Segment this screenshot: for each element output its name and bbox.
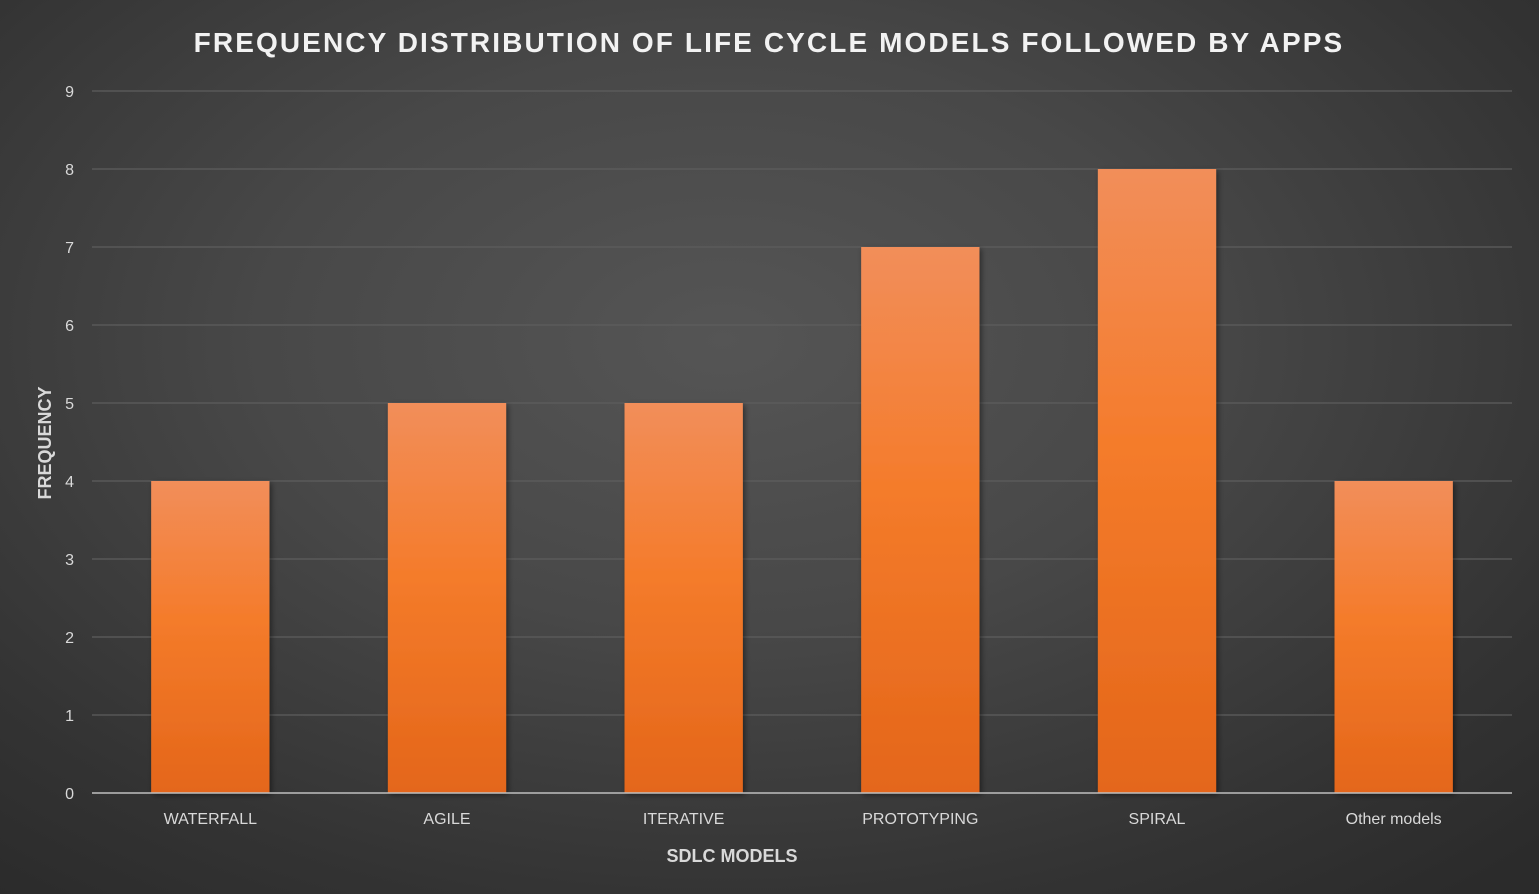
bar-waterfall (151, 481, 270, 793)
y-tick-label: 7 (65, 240, 74, 257)
y-tick-label: 9 (65, 84, 74, 101)
gridlines (92, 90, 1512, 716)
bar-agile (387, 403, 507, 793)
bar-prototyping (861, 247, 980, 793)
x-tick-label: SPIRAL (1129, 811, 1186, 828)
bar-spiral (1097, 169, 1217, 793)
y-tick-label: 6 (65, 318, 74, 335)
y-tick-label: 3 (65, 552, 74, 569)
x-tick-label: WATERFALL (164, 811, 257, 828)
bar-iterative (624, 403, 743, 793)
x-tick-label: AGILE (423, 811, 470, 828)
y-tick-label: 4 (65, 474, 74, 491)
y-axis-title: FREQUENCY (35, 386, 55, 499)
y-tick-label: 2 (65, 630, 74, 647)
y-tick-label: 5 (65, 396, 74, 413)
bar-other-models (1334, 481, 1453, 793)
chart-title: FREQUENCY DISTRIBUTION OF LIFE CYCLE MOD… (194, 27, 1345, 58)
x-tick-label: ITERATIVE (643, 811, 725, 828)
x-axis-tick-labels: WATERFALL AGILE ITERATIVE PROTOTYPING SPIRAL… (164, 811, 1442, 828)
y-tick-label: 8 (65, 162, 74, 179)
x-tick-label: Other models (1346, 811, 1442, 828)
x-tick-label: PROTOTYPING (862, 811, 978, 828)
x-axis-title: SDLC MODELS (666, 846, 797, 866)
y-axis-tick-labels: 0 1 2 3 4 5 6 7 8 9 (65, 84, 74, 803)
y-tick-label: 1 (65, 708, 74, 725)
bars (151, 169, 1453, 793)
y-tick-label: 0 (65, 786, 74, 803)
